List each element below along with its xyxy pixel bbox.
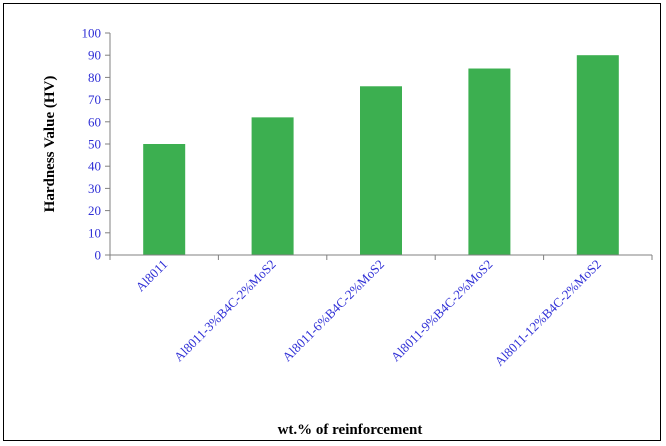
x-category-label: Al8011-6%B4C-2%MoS2 — [279, 257, 387, 365]
bar-4 — [468, 68, 511, 256]
x-category-label: Al8011-9%B4C-2%MoS2 — [388, 257, 496, 365]
y-tick-label: 10 — [88, 225, 101, 240]
bar-1 — [143, 144, 186, 255]
y-tick-label: 40 — [88, 159, 101, 174]
bars-layer — [143, 55, 619, 256]
y-tick-label: 20 — [88, 203, 101, 218]
x-category-label: Al8011-3%B4C-2%MoS2 — [171, 257, 279, 365]
bar-chart: 0 10 20 30 40 50 60 70 80 90 100 Al8011 Al8011-3%B4… — [42, 26, 653, 438]
y-ticks-layer: 0 10 20 30 40 50 60 70 80 90 100 — [82, 26, 110, 263]
y-tick-label: 80 — [88, 70, 101, 85]
x-category-label: Al8011 — [132, 257, 170, 295]
y-tick-label: 60 — [88, 114, 101, 129]
y-tick-label: 90 — [88, 48, 101, 63]
x-category-label: Al8011-12%B4C-2%MoS2 — [492, 257, 604, 369]
y-axis-title: Hardness Value (HV) — [42, 76, 58, 213]
bar-2 — [251, 117, 294, 255]
chart-frame: 0 10 20 30 40 50 60 70 80 90 100 Al8011 Al8011-3%B4… — [3, 3, 661, 441]
y-tick-label: 50 — [88, 137, 101, 152]
x-labels-layer: Al8011 Al8011-3%B4C-2%MoS2 Al8011-6%B4C-2%… — [132, 257, 603, 369]
bar-3 — [360, 86, 402, 255]
y-tick-label: 100 — [82, 26, 102, 41]
bar-5 — [576, 55, 619, 256]
y-tick-label: 70 — [88, 92, 101, 107]
x-axis-title: wt.% of reinforcement — [278, 422, 423, 438]
y-tick-label: 30 — [88, 181, 101, 196]
y-tick-label: 0 — [95, 248, 102, 263]
